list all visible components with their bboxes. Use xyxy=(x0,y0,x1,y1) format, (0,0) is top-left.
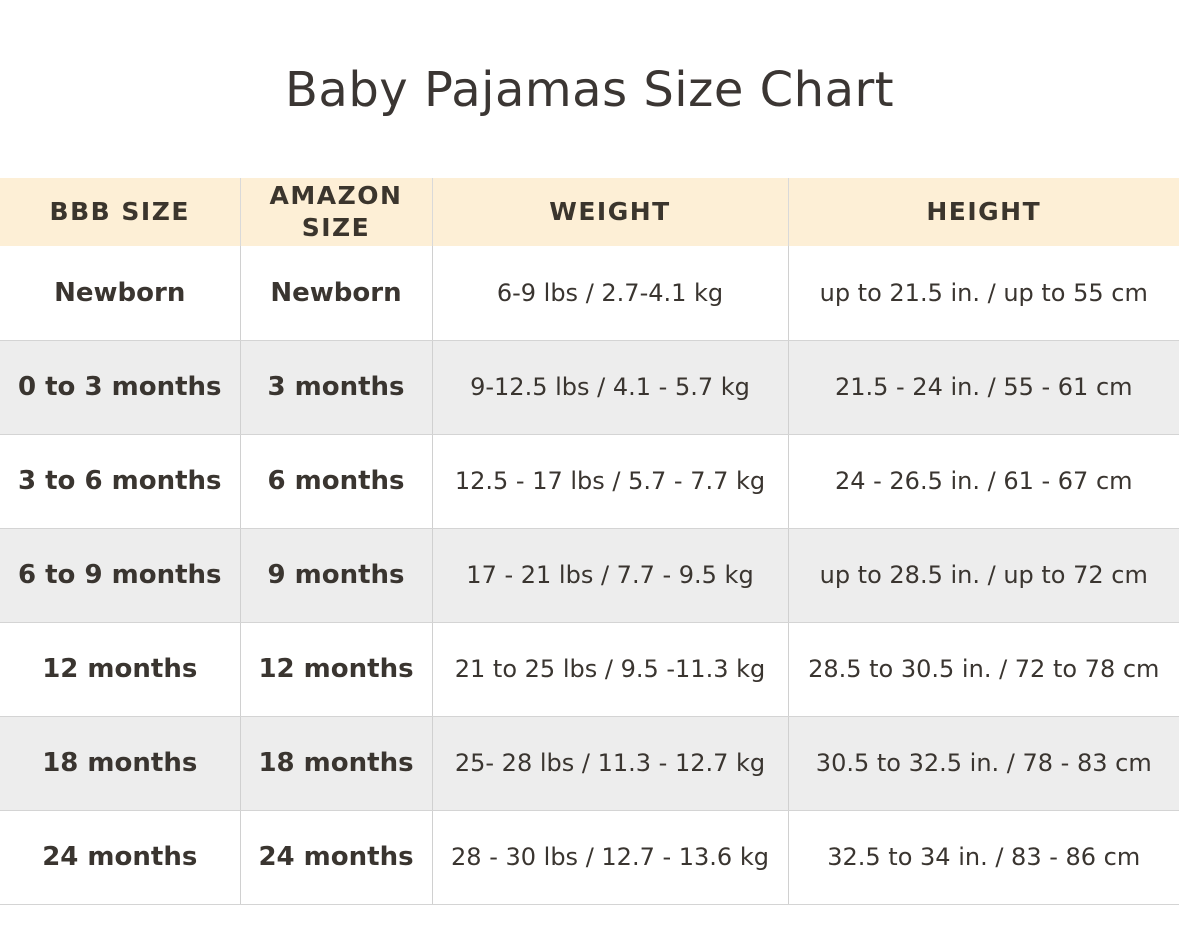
page-title: Baby Pajamas Size Chart xyxy=(284,62,895,118)
table-row: 3 to 6 months 6 months 12.5 - 17 lbs / 5… xyxy=(0,434,1179,529)
amazon-size-cell: Newborn xyxy=(239,246,432,341)
table-row: 0 to 3 months 3 months 9-12.5 lbs / 4.1 … xyxy=(0,340,1179,435)
weight-cell: 6-9 lbs / 2.7-4.1 kg xyxy=(431,246,788,341)
table-row: Newborn Newborn 6-9 lbs / 2.7-4.1 kg up … xyxy=(0,246,1179,341)
amazon-size-cell: 24 months xyxy=(239,810,432,905)
table-row: 24 months 24 months 28 - 30 lbs / 12.7 -… xyxy=(0,810,1179,905)
bbb-size-cell: 3 to 6 months xyxy=(0,434,240,529)
weight-cell: 21 to 25 lbs / 9.5 -11.3 kg xyxy=(431,622,788,717)
amazon-size-cell: 9 months xyxy=(239,528,432,623)
header-bbb-size-label: BBB SIZE xyxy=(49,197,190,226)
header-height-label: HEIGHT xyxy=(926,197,1042,226)
header-amazon-size-line1: AMAZON xyxy=(269,181,403,210)
amazon-size-cell: 18 months xyxy=(239,716,432,811)
weight-cell: 28 - 30 lbs / 12.7 - 13.6 kg xyxy=(431,810,788,905)
header-row: BBB SIZE AMAZON SIZE WEIGHT HEIGHT xyxy=(0,178,1179,246)
amazon-size-cell: 12 months xyxy=(239,622,432,717)
weight-cell: 12.5 - 17 lbs / 5.7 - 7.7 kg xyxy=(431,434,788,529)
weight-cell: 25- 28 lbs / 11.3 - 12.7 kg xyxy=(431,716,788,811)
header-amazon-size: AMAZON SIZE xyxy=(239,178,432,246)
size-chart-table: BBB SIZE AMAZON SIZE WEIGHT HEIGHT Newbor… xyxy=(0,178,1179,905)
bbb-size-cell: 12 months xyxy=(0,622,240,717)
table-row: 18 months 18 months 25- 28 lbs / 11.3 - … xyxy=(0,716,1179,811)
bbb-size-cell: 24 months xyxy=(0,810,240,905)
height-cell: 32.5 to 34 in. / 83 - 86 cm xyxy=(787,810,1179,905)
height-cell: 24 - 26.5 in. / 61 - 67 cm xyxy=(787,434,1179,529)
height-cell: 28.5 to 30.5 in. / 72 to 78 cm xyxy=(787,622,1179,717)
table-row: 6 to 9 months 9 months 17 - 21 lbs / 7.7… xyxy=(0,528,1179,623)
header-weight: WEIGHT xyxy=(431,178,788,246)
amazon-size-cell: 3 months xyxy=(239,340,432,435)
bbb-size-cell: 6 to 9 months xyxy=(0,528,240,623)
height-cell: up to 21.5 in. / up to 55 cm xyxy=(787,246,1179,341)
bbb-size-cell: Newborn xyxy=(0,246,240,341)
table-header: BBB SIZE AMAZON SIZE WEIGHT HEIGHT xyxy=(0,178,1179,246)
height-cell: 21.5 - 24 in. / 55 - 61 cm xyxy=(787,340,1179,435)
header-bbb-size: BBB SIZE xyxy=(0,178,240,246)
table-body: Newborn Newborn 6-9 lbs / 2.7-4.1 kg up … xyxy=(0,246,1179,905)
header-weight-label: WEIGHT xyxy=(549,197,671,226)
bbb-size-cell: 0 to 3 months xyxy=(0,340,240,435)
bbb-size-cell: 18 months xyxy=(0,716,240,811)
header-height: HEIGHT xyxy=(787,178,1179,246)
weight-cell: 9-12.5 lbs / 4.1 - 5.7 kg xyxy=(431,340,788,435)
height-cell: 30.5 to 32.5 in. / 78 - 83 cm xyxy=(787,716,1179,811)
weight-cell: 17 - 21 lbs / 7.7 - 9.5 kg xyxy=(431,528,788,623)
height-cell: up to 28.5 in. / up to 72 cm xyxy=(787,528,1179,623)
header-amazon-size-line2: SIZE xyxy=(301,213,371,242)
amazon-size-cell: 6 months xyxy=(239,434,432,529)
table-row: 12 months 12 months 21 to 25 lbs / 9.5 -… xyxy=(0,622,1179,717)
